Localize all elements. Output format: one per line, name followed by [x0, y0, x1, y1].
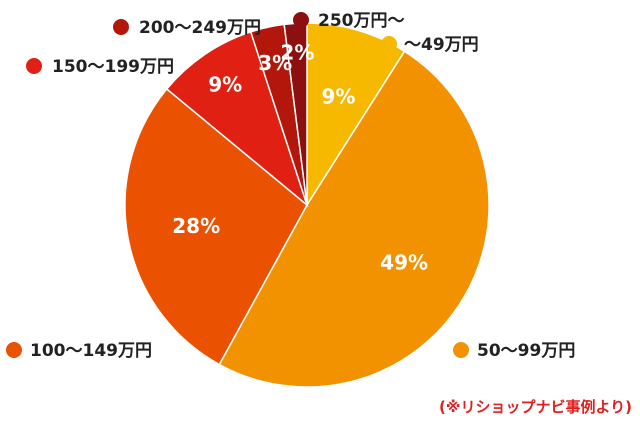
- legend-label-5: 250万円〜: [318, 11, 405, 31]
- legend-label-4: 200〜249万円: [139, 18, 261, 38]
- percent-label-2: 28%: [172, 214, 220, 238]
- percent-label-3: 9%: [208, 73, 242, 97]
- legend-marker-5: [293, 12, 309, 28]
- legend-label-1: 50〜99万円: [477, 341, 575, 361]
- pie-slice-3: [165, 30, 309, 208]
- source-note: (※リショップナビ事例より): [439, 398, 632, 416]
- legend: 〜49万円 50〜99万円 100〜149万円 150〜199万円 200〜249万円 2…: [6, 11, 575, 361]
- percent-label-0: 9%: [322, 85, 356, 109]
- legend-label-3: 150〜199万円: [52, 57, 174, 77]
- legend-marker-4: [113, 19, 129, 35]
- legend-marker-0: [381, 36, 397, 52]
- legend-marker-3: [26, 58, 42, 74]
- pie-slices: [124, 22, 490, 388]
- pie-slice-1: [218, 50, 490, 388]
- legend-marker-2: [6, 342, 22, 358]
- percent-label-4: 3%: [258, 51, 292, 75]
- pie-slice-2: [124, 87, 308, 366]
- legend-marker-1: [453, 342, 469, 358]
- percent-label-5: 2%: [280, 40, 314, 64]
- legend-label-0: 〜49万円: [404, 35, 479, 55]
- pie-slice-0: [306, 22, 406, 208]
- percent-label-1: 49%: [380, 250, 428, 274]
- percent-labels: 9% 49% 28% 9% 3%2%: [172, 40, 428, 274]
- legend-label-2: 100〜149万円: [30, 341, 152, 361]
